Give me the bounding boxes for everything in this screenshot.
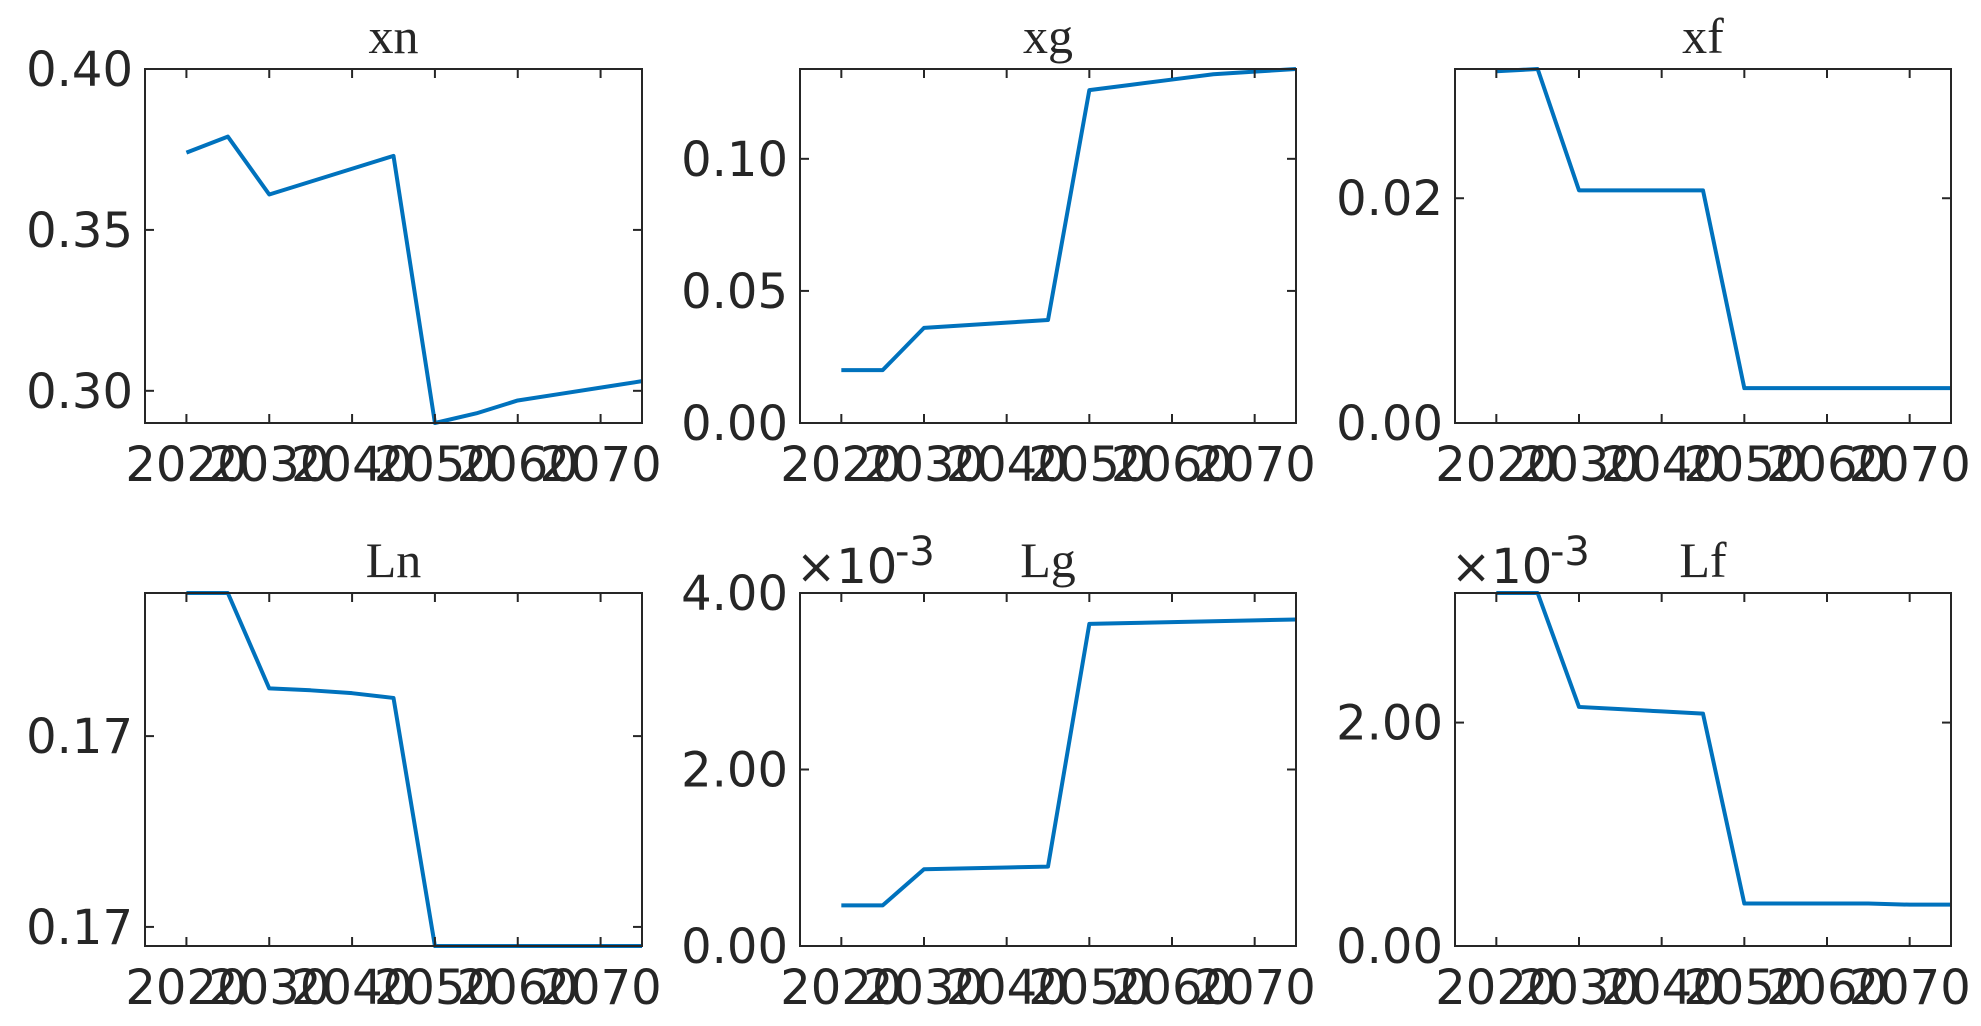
y-tick-label: 0.02	[1336, 171, 1443, 227]
y-tick-label: 0.00	[1336, 919, 1443, 975]
plot-area	[800, 69, 1296, 423]
y-tick-label: 0.17	[26, 709, 133, 765]
axes-box	[1454, 592, 1952, 947]
x-tick-label: 2040	[946, 437, 1068, 493]
x-tick-label: 2070	[1849, 960, 1971, 1016]
x-tick-label: 2070	[1849, 437, 1971, 493]
x-tick-label: 2040	[291, 960, 413, 1016]
x-tick-label: 2030	[208, 437, 330, 493]
x-tick-label: 2070	[540, 437, 662, 493]
x-tick-label: 2050	[1683, 437, 1805, 493]
x-tick-label: 2020	[125, 437, 247, 493]
line	[185, 134, 643, 425]
y-tick-label: 0.30	[26, 364, 133, 420]
chart-title: Lg	[1020, 532, 1076, 588]
plot-area	[145, 69, 642, 423]
plot-area	[1455, 593, 1951, 946]
x-tick-label: 2070	[540, 960, 662, 1016]
x-tick-label: 2060	[1111, 960, 1233, 1016]
y-tick-label: 0.00	[681, 396, 788, 452]
y-tick-label: 0.10	[681, 132, 788, 188]
chart-title: Lf	[1679, 532, 1727, 588]
x-tick-label: 2040	[291, 437, 413, 493]
x-tick-label: 2060	[1766, 437, 1888, 493]
axes-box	[144, 592, 643, 947]
x-tick-label: 2030	[1518, 960, 1640, 1016]
x-tick-label: 2030	[208, 960, 330, 1016]
y-tick-label: 2.00	[681, 743, 788, 799]
line	[1496, 67, 1951, 391]
y-tick-label: 0.05	[681, 264, 788, 320]
line	[1496, 591, 1951, 907]
x-tick-label: 2050	[1028, 960, 1150, 1016]
x-tick-label: 2060	[1111, 437, 1233, 493]
line	[841, 617, 1297, 908]
y-tick-label: 0.00	[681, 919, 788, 975]
x-tick-label: 2040	[1601, 960, 1723, 1016]
x-tick-label: 2060	[457, 960, 579, 1016]
y-multiplier: ×10	[1451, 539, 1552, 595]
y-tick-label: 0.17	[26, 900, 133, 956]
axes-box	[144, 68, 643, 424]
x-tick-label: 2050	[1028, 437, 1150, 493]
x-tick-label: 2040	[1601, 437, 1723, 493]
x-tick-label: 2020	[125, 960, 247, 1016]
y-tick-label: 2.00	[1336, 696, 1443, 752]
y-tick-label: 0.40	[26, 42, 133, 98]
x-tick-label: 2030	[863, 960, 985, 1016]
x-tick-label: 2030	[863, 437, 985, 493]
x-tick-label: 2050	[374, 960, 496, 1016]
x-tick-label: 2020	[1435, 960, 1557, 1016]
y-multiplier: ×10	[796, 539, 897, 595]
axes-box	[1454, 68, 1952, 424]
x-tick-label: 2020	[1435, 437, 1557, 493]
y-exponent: -3	[895, 529, 935, 575]
x-tick-label: 2020	[780, 437, 902, 493]
axes-box	[799, 68, 1297, 424]
y-tick-label: 0.35	[26, 203, 133, 259]
x-tick-label: 2070	[1194, 960, 1316, 1016]
plot-area	[800, 593, 1296, 946]
chart-title: xn	[369, 8, 419, 64]
chart-title: xf	[1682, 8, 1724, 64]
line	[841, 67, 1297, 373]
x-tick-label: 2050	[374, 437, 496, 493]
y-tick-label: 0.00	[1336, 396, 1443, 452]
y-exponent: -3	[1550, 529, 1590, 575]
plot-area	[145, 593, 642, 946]
chart-title: xg	[1023, 8, 1073, 64]
plot-area	[1455, 69, 1951, 423]
x-tick-label: 2050	[1683, 960, 1805, 1016]
x-tick-label: 2020	[780, 960, 902, 1016]
x-tick-label: 2040	[946, 960, 1068, 1016]
x-tick-label: 2060	[1766, 960, 1888, 1016]
x-tick-label: 2030	[1518, 437, 1640, 493]
y-tick-label: 4.00	[681, 566, 788, 622]
x-tick-label: 2070	[1194, 437, 1316, 493]
chart-title: Ln	[366, 532, 422, 588]
x-tick-label: 2060	[457, 437, 579, 493]
